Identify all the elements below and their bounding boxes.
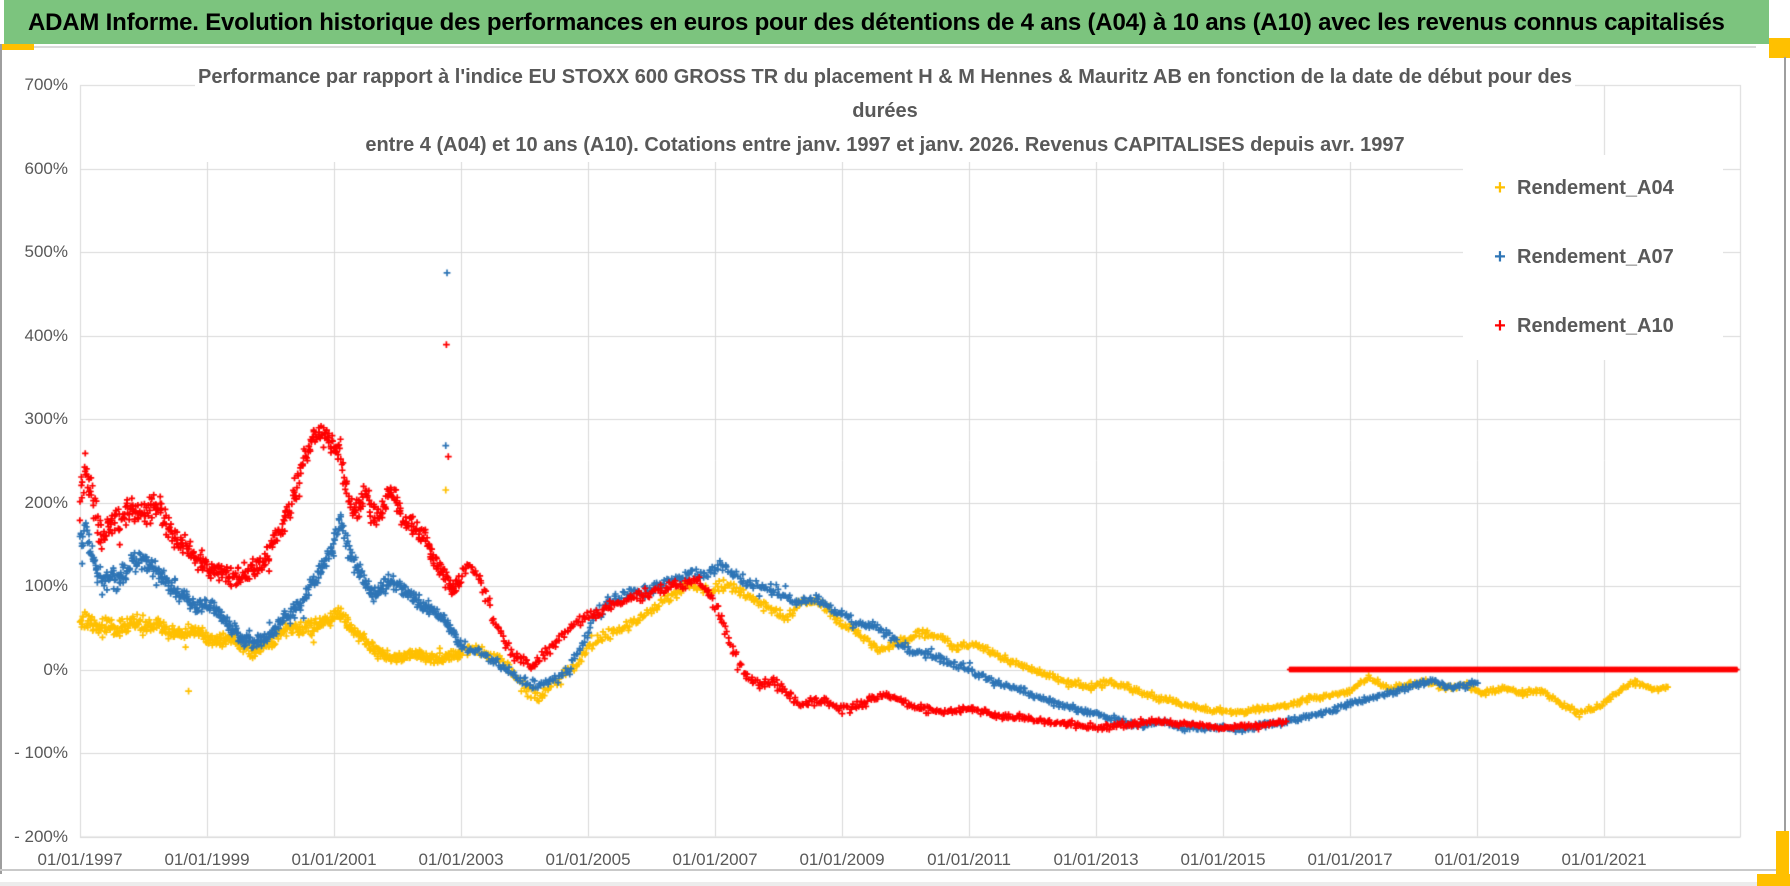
x-tick-label: 01/01/2003 [418,850,504,869]
x-tick-label: 01/01/2021 [1561,850,1647,869]
chart-title-line-1: Performance par rapport à l'indice EU ST… [198,66,1572,88]
page-bottom-border [0,869,1776,871]
bottom-strip [0,882,1757,886]
x-tick-label: 01/01/2017 [1307,850,1393,869]
x-tick-label: 01/01/2007 [672,850,758,869]
x-tick-label: 01/01/2009 [799,850,885,869]
x-tick-label: 01/01/2019 [1434,850,1520,869]
legend-entry-rendement_a07: + Rendement_A07 [1491,243,1674,271]
y-tick-label: 0% [43,659,68,679]
x-tick-label: 01/01/2011 [927,850,1011,869]
legend-label: Rendement_A07 [1517,245,1674,268]
page-left-border [0,44,2,874]
y-tick-label: 100% [24,576,68,595]
legend-label: Rendement_A10 [1517,314,1674,337]
legend-marker-icon: + [1494,176,1506,199]
y-tick-label: 700% [24,75,68,94]
x-tick-label: 01/01/2013 [1053,850,1139,869]
page-title-banner: ADAM Informe. Evolution historique des p… [4,0,1769,44]
x-tick-label: 01/01/2005 [545,850,631,869]
legend-label: Rendement_A04 [1517,176,1674,199]
legend-marker-icon: + [1494,245,1506,268]
banner-underline-yellow-accent [0,44,34,50]
chart-title-line-2: durées [852,100,918,122]
x-tick-label: 01/01/1997 [37,850,123,869]
y-tick-label: - 200% [14,826,68,846]
y-tick-label: 600% [24,158,68,178]
chart-legend: + Rendement_A04 + Rendement_A07 + Rendement_A… [1463,155,1723,360]
legend-entry-rendement_a10: + Rendement_A10 [1491,312,1674,340]
y-tick-label: 300% [24,409,68,428]
bottom-right-yellow-corner-horizontal [1757,874,1790,886]
bottom-right-yellow-corner-vertical [1776,831,1789,886]
y-tick-label: 500% [24,242,68,261]
y-tick-label: 400% [24,325,68,345]
x-tick-label: 01/01/1999 [164,850,250,869]
x-tick-label: 01/01/2001 [291,850,377,869]
chart-title-line-3: entre 4 (A04) et 10 ans (A10). Cotations… [365,134,1405,156]
page-right-border [1784,57,1786,833]
x-tick-label: 01/01/2015 [1180,850,1266,869]
top-right-yellow-corner [1769,38,1790,58]
y-tick-label: - 100% [14,743,68,762]
y-tick-label: 200% [24,492,68,512]
legend-marker-icon: + [1494,314,1506,337]
banner-underline [34,46,1756,48]
legend-entry-rendement_a04: + Rendement_A04 [1491,174,1674,202]
chart-title: Performance par rapport à l'indice EU ST… [195,60,1575,162]
